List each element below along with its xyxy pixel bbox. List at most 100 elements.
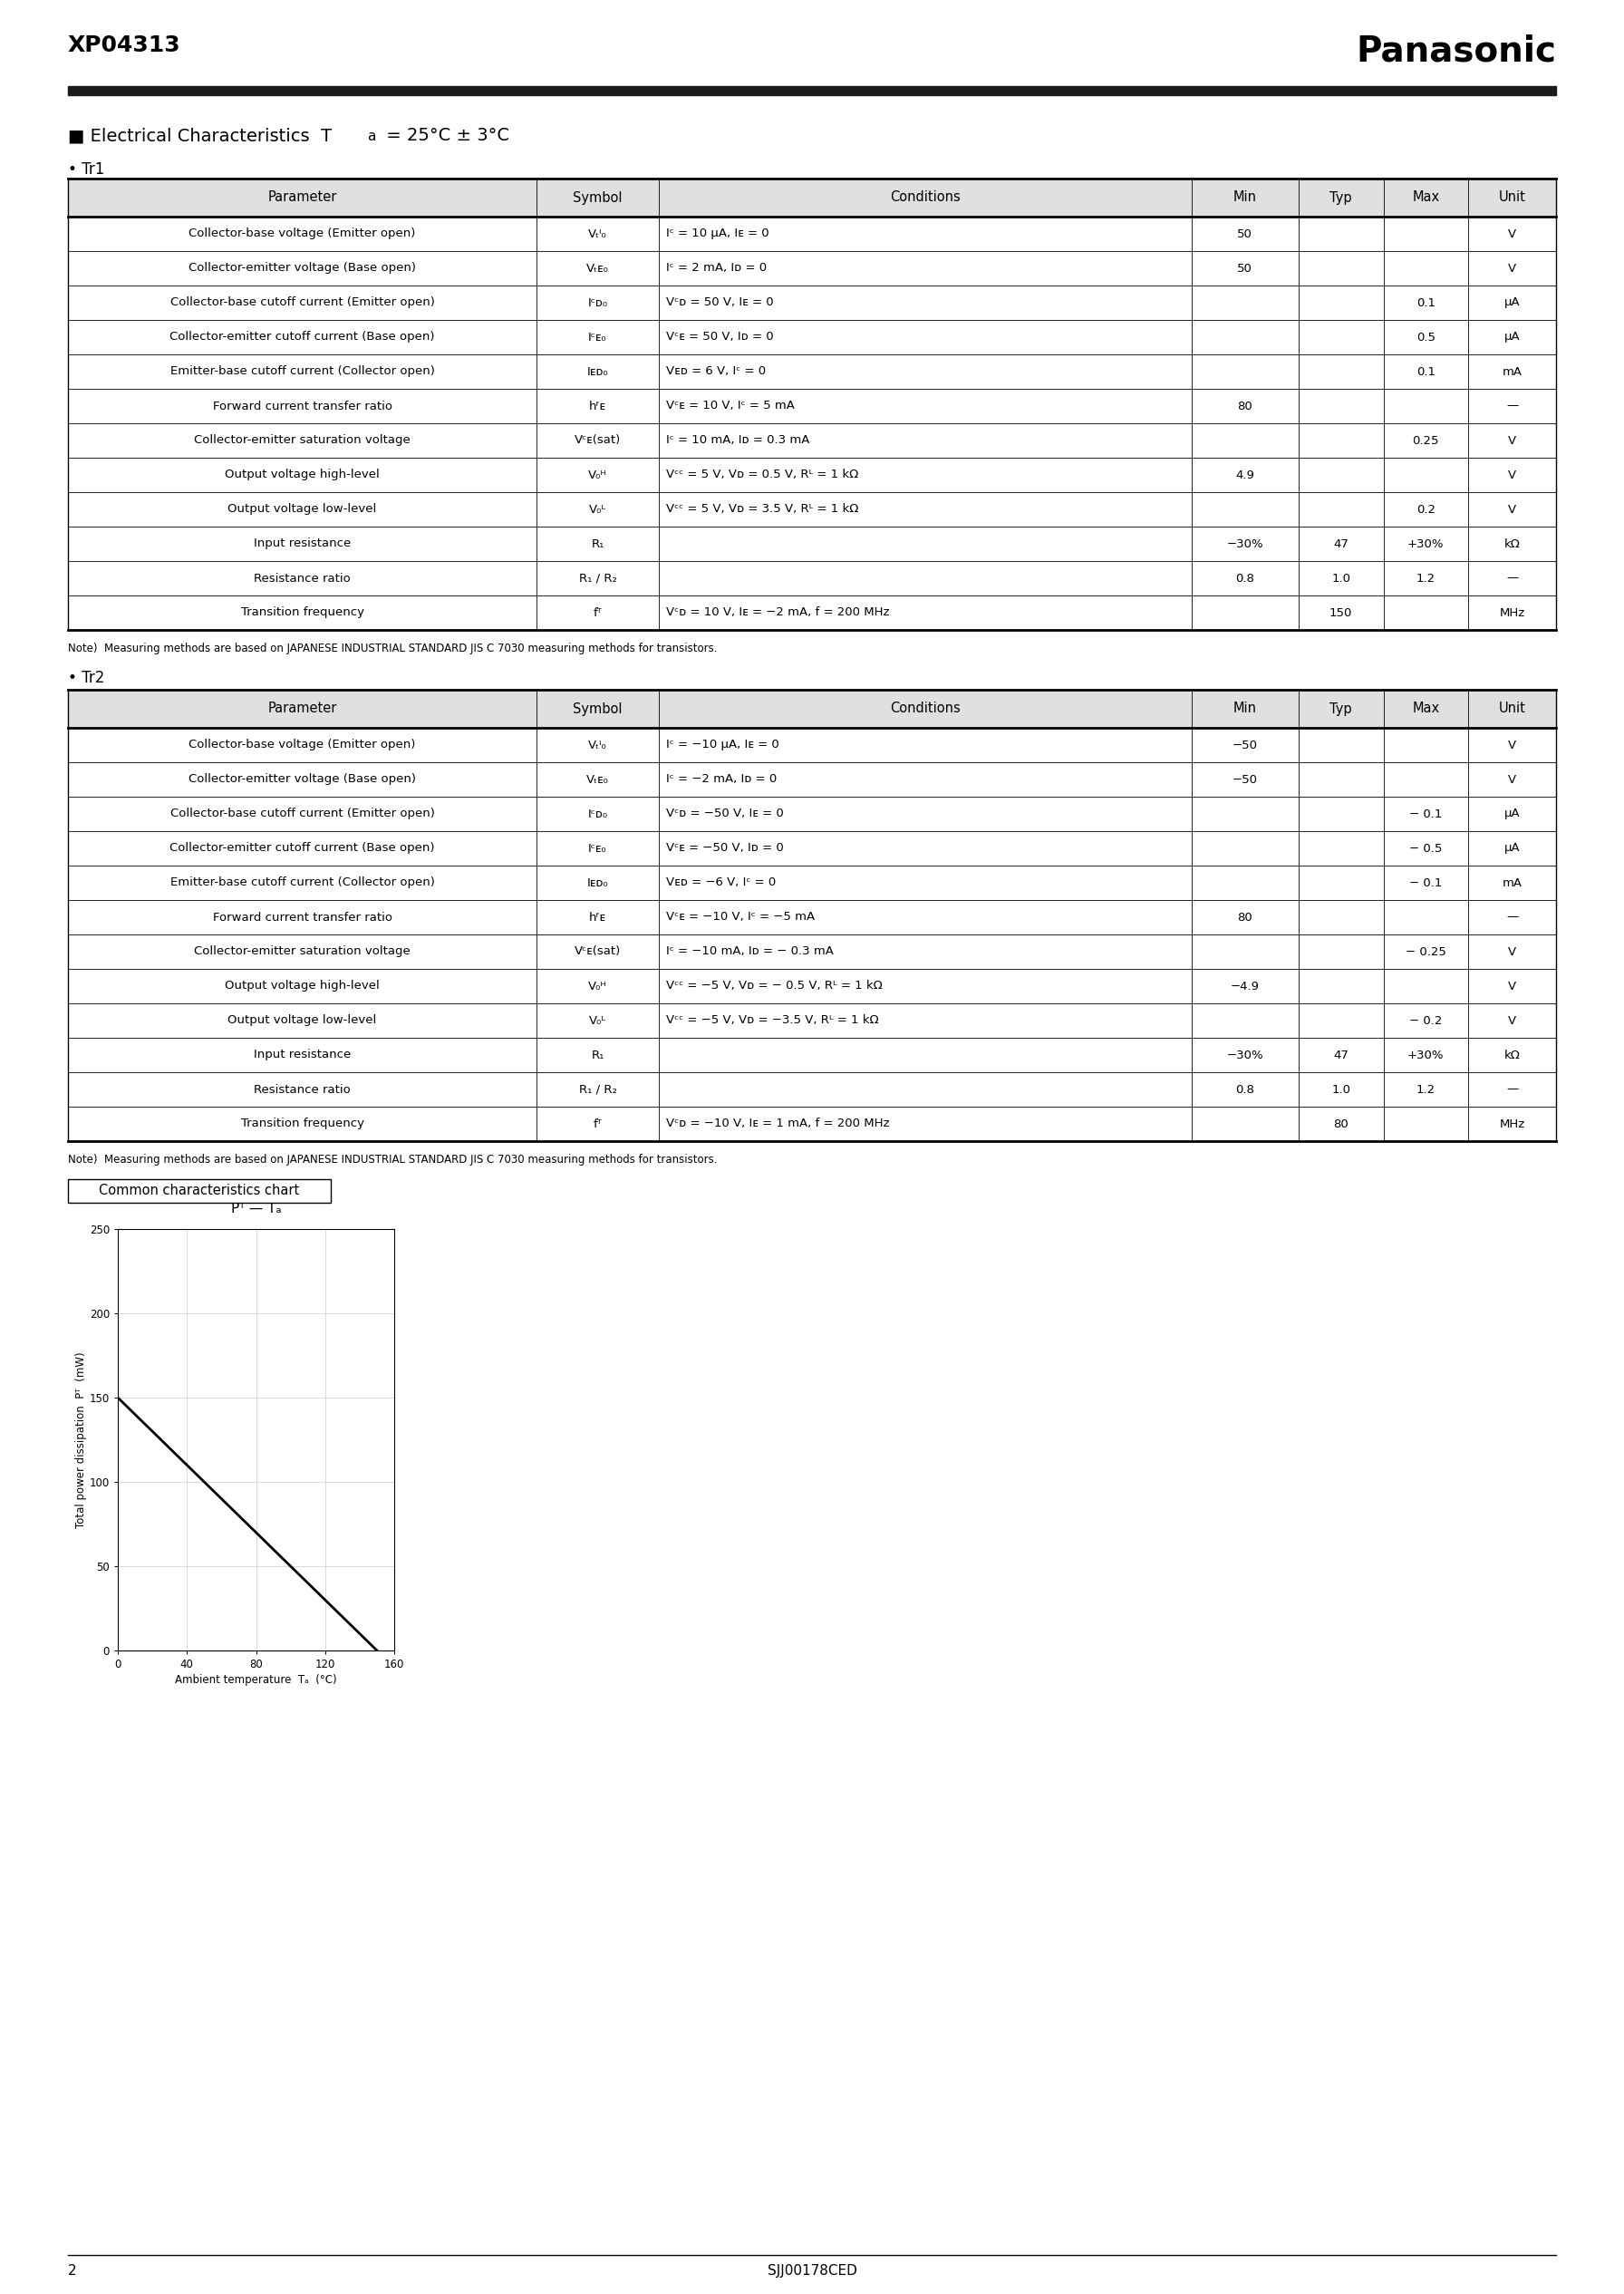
Text: Iᴇᴅ₀: Iᴇᴅ₀: [586, 365, 609, 379]
Text: 80: 80: [1237, 911, 1252, 922]
Text: V: V: [1509, 980, 1517, 991]
Text: Transition frequency: Transition frequency: [240, 1117, 364, 1129]
Text: Unit: Unit: [1499, 702, 1525, 716]
Text: Emitter-base cutoff current (Collector open): Emitter-base cutoff current (Collector o…: [171, 876, 435, 888]
Text: MHz: MHz: [1499, 608, 1525, 619]
Text: fᵀ: fᵀ: [593, 1117, 603, 1129]
Text: —: —: [1505, 399, 1518, 413]
Text: R₁ / R₂: R₁ / R₂: [578, 574, 617, 585]
Text: Typ: Typ: [1330, 190, 1353, 204]
Text: Conditions: Conditions: [890, 190, 960, 204]
Y-axis label: Total power dissipation  Pᵀ  (mW): Total power dissipation Pᵀ (mW): [75, 1351, 88, 1528]
Text: Vᶜᴇ = −50 V, Iᴅ = 0: Vᶜᴇ = −50 V, Iᴅ = 0: [666, 842, 783, 853]
Text: Iᶜᴅ₀: Iᶜᴅ₀: [588, 296, 607, 310]
Text: Collector-emitter cutoff current (Base open): Collector-emitter cutoff current (Base o…: [171, 842, 435, 853]
Text: Vₜᴇ₀: Vₜᴇ₀: [586, 773, 609, 785]
Text: Resistance ratio: Resistance ratio: [253, 574, 351, 585]
Text: Forward current transfer ratio: Forward current transfer ratio: [213, 911, 391, 922]
X-axis label: Ambient temperature  Tₐ  (°C): Ambient temperature Tₐ (°C): [175, 1675, 336, 1686]
Text: V: V: [1509, 227, 1517, 241]
Text: Vᶜᶜ = −5 V, Vᴅ = − 0.5 V, Rᴸ = 1 kΩ: Vᶜᶜ = −5 V, Vᴅ = − 0.5 V, Rᴸ = 1 kΩ: [666, 980, 882, 991]
Text: V₀ᴴ: V₀ᴴ: [588, 980, 607, 991]
Text: Output voltage low-level: Output voltage low-level: [227, 1014, 377, 1025]
Text: Iᶜ = 2 mA, Iᴅ = 0: Iᶜ = 2 mA, Iᴅ = 0: [666, 262, 767, 275]
Text: 80: 80: [1237, 399, 1252, 413]
Text: —: —: [1505, 911, 1518, 922]
Text: Transition frequency: Transition frequency: [240, 608, 364, 619]
Text: Collector-base voltage (Emitter open): Collector-base voltage (Emitter open): [188, 227, 416, 241]
Text: —: —: [1505, 1083, 1518, 1094]
Text: = 25°C ± 3°C: = 25°C ± 3°C: [380, 126, 510, 145]
Text: a: a: [367, 128, 375, 142]
Text: V: V: [1509, 502, 1517, 516]
Text: 0.25: 0.25: [1413, 434, 1439, 447]
Text: Collector-base cutoff current (Emitter open): Collector-base cutoff current (Emitter o…: [171, 807, 435, 819]
Text: Unit: Unit: [1499, 190, 1525, 204]
Text: 4.9: 4.9: [1236, 468, 1254, 482]
Text: − 0.1: − 0.1: [1410, 807, 1442, 819]
Text: 1.2: 1.2: [1416, 574, 1436, 585]
Text: Emitter-base cutoff current (Collector open): Emitter-base cutoff current (Collector o…: [171, 365, 435, 379]
Text: V: V: [1509, 1014, 1517, 1025]
Text: Note)  Measuring methods are based on JAPANESE INDUSTRIAL STANDARD JIS C 7030 me: Note) Measuring methods are based on JAP…: [68, 642, 718, 654]
Text: μA: μA: [1504, 330, 1520, 344]
Text: ■ Electrical Characteristics  T: ■ Electrical Characteristics T: [68, 126, 331, 145]
Text: Collector-emitter voltage (Base open): Collector-emitter voltage (Base open): [188, 773, 416, 785]
Text: +30%: +30%: [1408, 1048, 1444, 1060]
Text: 2: 2: [68, 2264, 76, 2278]
Text: Min: Min: [1233, 702, 1257, 716]
Text: Parameter: Parameter: [268, 702, 336, 716]
Text: −30%: −30%: [1226, 537, 1263, 551]
Text: −4.9: −4.9: [1231, 980, 1260, 991]
Text: R₁: R₁: [591, 1048, 604, 1060]
Text: mA: mA: [1502, 876, 1522, 888]
Text: 80: 80: [1333, 1117, 1348, 1129]
Text: μA: μA: [1504, 296, 1520, 310]
Text: Vᶜᴇ = −10 V, Iᶜ = −5 mA: Vᶜᴇ = −10 V, Iᶜ = −5 mA: [666, 911, 815, 922]
Text: Vₜᴵ₀: Vₜᴵ₀: [588, 227, 607, 241]
Text: Collector-emitter voltage (Base open): Collector-emitter voltage (Base open): [188, 262, 416, 275]
Text: 1.2: 1.2: [1416, 1083, 1436, 1094]
Text: Vᶜᴅ = −50 V, Iᴇ = 0: Vᶜᴅ = −50 V, Iᴇ = 0: [666, 807, 783, 819]
Text: Max: Max: [1413, 702, 1439, 716]
Text: 0.8: 0.8: [1236, 574, 1254, 585]
Text: R₁ / R₂: R₁ / R₂: [578, 1083, 617, 1094]
Text: Vᴇᴅ = 6 V, Iᶜ = 0: Vᴇᴅ = 6 V, Iᶜ = 0: [666, 365, 767, 379]
Text: Vᶜᴅ = 50 V, Iᴇ = 0: Vᶜᴅ = 50 V, Iᴇ = 0: [666, 296, 773, 310]
Text: Collector-emitter saturation voltage: Collector-emitter saturation voltage: [195, 434, 411, 447]
Text: Resistance ratio: Resistance ratio: [253, 1083, 351, 1094]
Text: Iᶜᴅ₀: Iᶜᴅ₀: [588, 807, 607, 819]
Text: SJJ00178CED: SJJ00178CED: [767, 2264, 857, 2278]
Text: −50: −50: [1233, 739, 1257, 750]
Text: Vᶜᴇ = 50 V, Iᴅ = 0: Vᶜᴇ = 50 V, Iᴅ = 0: [666, 330, 773, 344]
Text: Collector-base voltage (Emitter open): Collector-base voltage (Emitter open): [188, 739, 416, 750]
Text: Iᶜ = −2 mA, Iᴅ = 0: Iᶜ = −2 mA, Iᴅ = 0: [666, 773, 776, 785]
Text: Iᶜ = −10 mA, Iᴅ = − 0.3 mA: Iᶜ = −10 mA, Iᴅ = − 0.3 mA: [666, 945, 833, 957]
Text: Iᶜ = 10 μA, Iᴇ = 0: Iᶜ = 10 μA, Iᴇ = 0: [666, 227, 768, 241]
Text: Vᶜᴇ(sat): Vᶜᴇ(sat): [575, 434, 620, 447]
Text: Vᶜᴇ = 10 V, Iᶜ = 5 mA: Vᶜᴇ = 10 V, Iᶜ = 5 mA: [666, 399, 794, 413]
Text: − 0.1: − 0.1: [1410, 876, 1442, 888]
Text: V₀ᴴ: V₀ᴴ: [588, 468, 607, 482]
Text: Vᶜᶜ = 5 V, Vᴅ = 0.5 V, Rᴸ = 1 kΩ: Vᶜᶜ = 5 V, Vᴅ = 0.5 V, Rᴸ = 1 kΩ: [666, 468, 859, 482]
Text: Output voltage low-level: Output voltage low-level: [227, 502, 377, 516]
Text: V: V: [1509, 945, 1517, 957]
Text: R₁: R₁: [591, 537, 604, 551]
Text: XP04313: XP04313: [68, 34, 180, 55]
Text: Collector-emitter saturation voltage: Collector-emitter saturation voltage: [195, 945, 411, 957]
Text: Vᶜᴅ = 10 V, Iᴇ = −2 mA, f = 200 MHz: Vᶜᴅ = 10 V, Iᴇ = −2 mA, f = 200 MHz: [666, 608, 890, 619]
Text: Parameter: Parameter: [268, 190, 336, 204]
Text: V: V: [1509, 262, 1517, 275]
Text: • Tr1: • Tr1: [68, 161, 104, 177]
Text: hᶠᴇ: hᶠᴇ: [590, 399, 606, 413]
Text: Vₜᴵ₀: Vₜᴵ₀: [588, 739, 607, 750]
Text: Pᵀ — Tₐ: Pᵀ — Tₐ: [231, 1202, 281, 1216]
Text: Conditions: Conditions: [890, 702, 960, 716]
Text: −50: −50: [1233, 773, 1257, 785]
Text: V: V: [1509, 434, 1517, 447]
Text: Iᶜᴇ₀: Iᶜᴇ₀: [588, 842, 607, 853]
Text: 150: 150: [1330, 608, 1353, 619]
Text: V₀ᴸ: V₀ᴸ: [590, 1014, 606, 1025]
Text: 1.0: 1.0: [1332, 1083, 1351, 1094]
Text: 50: 50: [1237, 262, 1252, 275]
